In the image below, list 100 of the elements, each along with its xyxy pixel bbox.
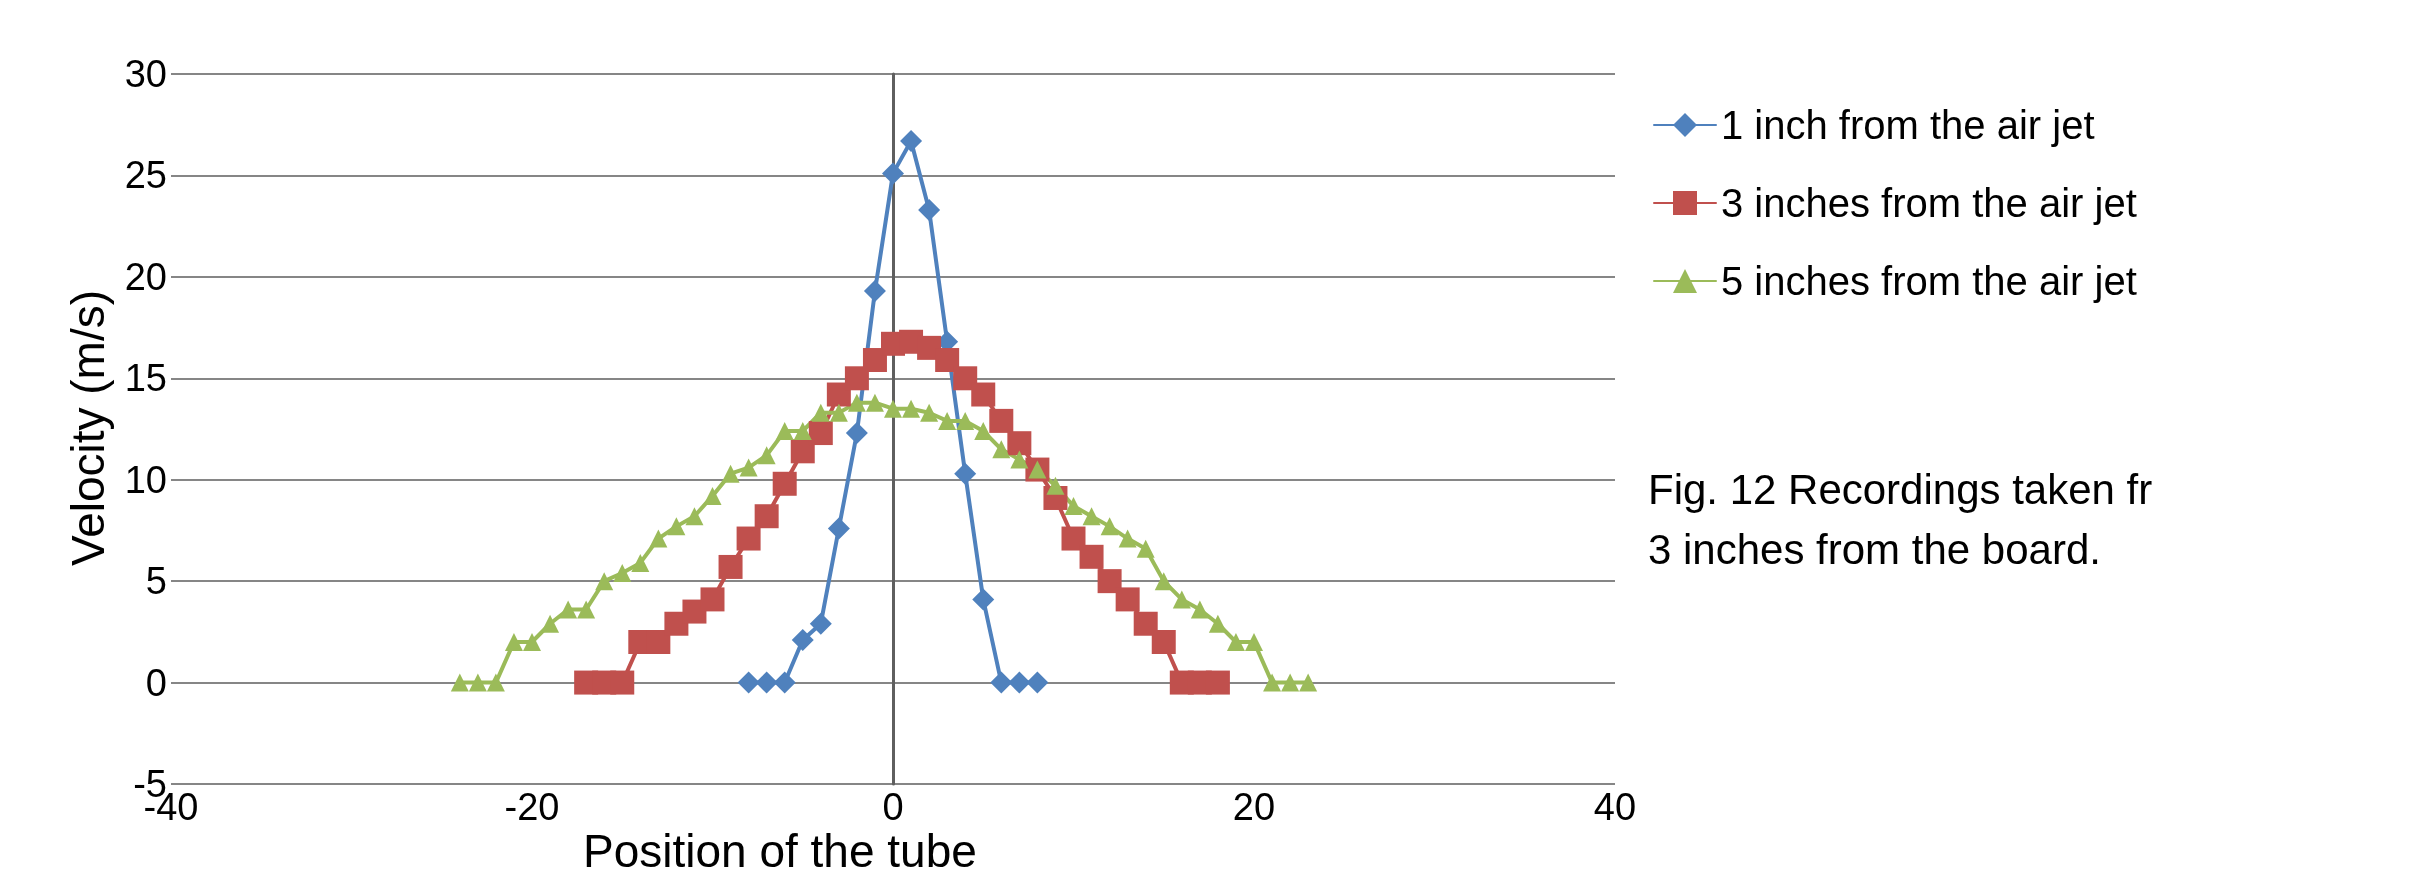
point (504, 633, 523, 651)
x-axis-title: Position of the tube (583, 825, 977, 877)
point (1118, 529, 1137, 548)
point (1026, 671, 1049, 694)
point (1100, 517, 1119, 536)
point (865, 393, 884, 412)
point (613, 564, 632, 583)
point (610, 670, 635, 695)
point (1133, 611, 1158, 636)
text: 3 inches from the board. (1648, 525, 2101, 573)
point (772, 471, 797, 496)
y-tick-label: 10 (124, 458, 167, 501)
point (845, 422, 868, 445)
point (721, 464, 740, 483)
point (1151, 630, 1176, 654)
point (1281, 673, 1300, 692)
x-tick-label: 40 (1593, 786, 1637, 828)
point (595, 572, 614, 591)
point (953, 366, 978, 391)
point (577, 600, 596, 619)
point (920, 403, 939, 422)
point (1008, 671, 1031, 694)
point (775, 422, 794, 441)
point (682, 599, 707, 624)
point (827, 517, 850, 540)
point (882, 162, 904, 185)
y-tick-label: 0 (145, 661, 167, 704)
point (739, 458, 758, 477)
point (791, 628, 814, 651)
point (1097, 569, 1122, 594)
point (1190, 600, 1209, 619)
point (829, 403, 848, 422)
x-tick-label: -20 (504, 786, 560, 828)
point (1064, 497, 1083, 516)
point (826, 382, 851, 407)
point (956, 411, 975, 430)
point (631, 553, 650, 572)
point (486, 673, 505, 692)
point (773, 671, 796, 694)
x-tick-label: 20 (1232, 786, 1276, 828)
point (918, 198, 941, 221)
point (938, 411, 957, 430)
point (649, 529, 668, 548)
point (990, 671, 1013, 694)
point (1208, 614, 1227, 633)
y-tick-label: 20 (124, 255, 167, 298)
point (884, 399, 902, 418)
point (1172, 590, 1191, 609)
point (1226, 633, 1245, 651)
point (736, 526, 761, 551)
point (1154, 572, 1173, 591)
point (1046, 476, 1065, 495)
point (1007, 431, 1032, 456)
point (862, 348, 887, 373)
point (809, 612, 832, 635)
point (1115, 587, 1140, 612)
point (793, 422, 812, 441)
point (935, 348, 960, 373)
point (972, 588, 995, 611)
point (808, 421, 833, 446)
point (847, 393, 866, 412)
point (468, 673, 487, 692)
y-tick-label: 30 (124, 53, 167, 95)
point (1082, 507, 1101, 526)
point (971, 382, 996, 407)
point (902, 399, 921, 418)
point (954, 462, 977, 485)
point (1263, 673, 1282, 692)
point (1061, 526, 1086, 551)
point (1010, 450, 1029, 469)
point (844, 366, 869, 391)
y-tick-label: 15 (124, 357, 167, 400)
point (790, 439, 815, 464)
point (1136, 539, 1155, 558)
point (1299, 673, 1318, 692)
point (700, 587, 725, 612)
legend-label: 1 inch from the air jet (1721, 103, 2095, 147)
point (1079, 544, 1104, 569)
point (755, 671, 778, 694)
point (667, 517, 686, 536)
point (450, 673, 469, 692)
legend-label: 3 inches from the air jet (1721, 181, 2137, 225)
point (1245, 633, 1263, 651)
point (900, 129, 923, 152)
point (737, 671, 760, 694)
point (989, 408, 1014, 433)
x-tick-label: 0 (882, 786, 904, 828)
point (754, 504, 779, 529)
point (811, 403, 830, 422)
point (523, 633, 541, 651)
caption: Fig. 12 Recordings taken fr (1648, 465, 2153, 513)
point (703, 486, 722, 505)
point (1205, 670, 1230, 695)
point (863, 280, 886, 303)
legend-label: 5 inches from the air jet (1721, 259, 2137, 303)
point (559, 600, 578, 619)
y-axis-title: Velocity (m/s) (62, 289, 114, 567)
y-tick-label: 25 (124, 154, 167, 197)
point (757, 446, 776, 465)
point (541, 614, 560, 633)
